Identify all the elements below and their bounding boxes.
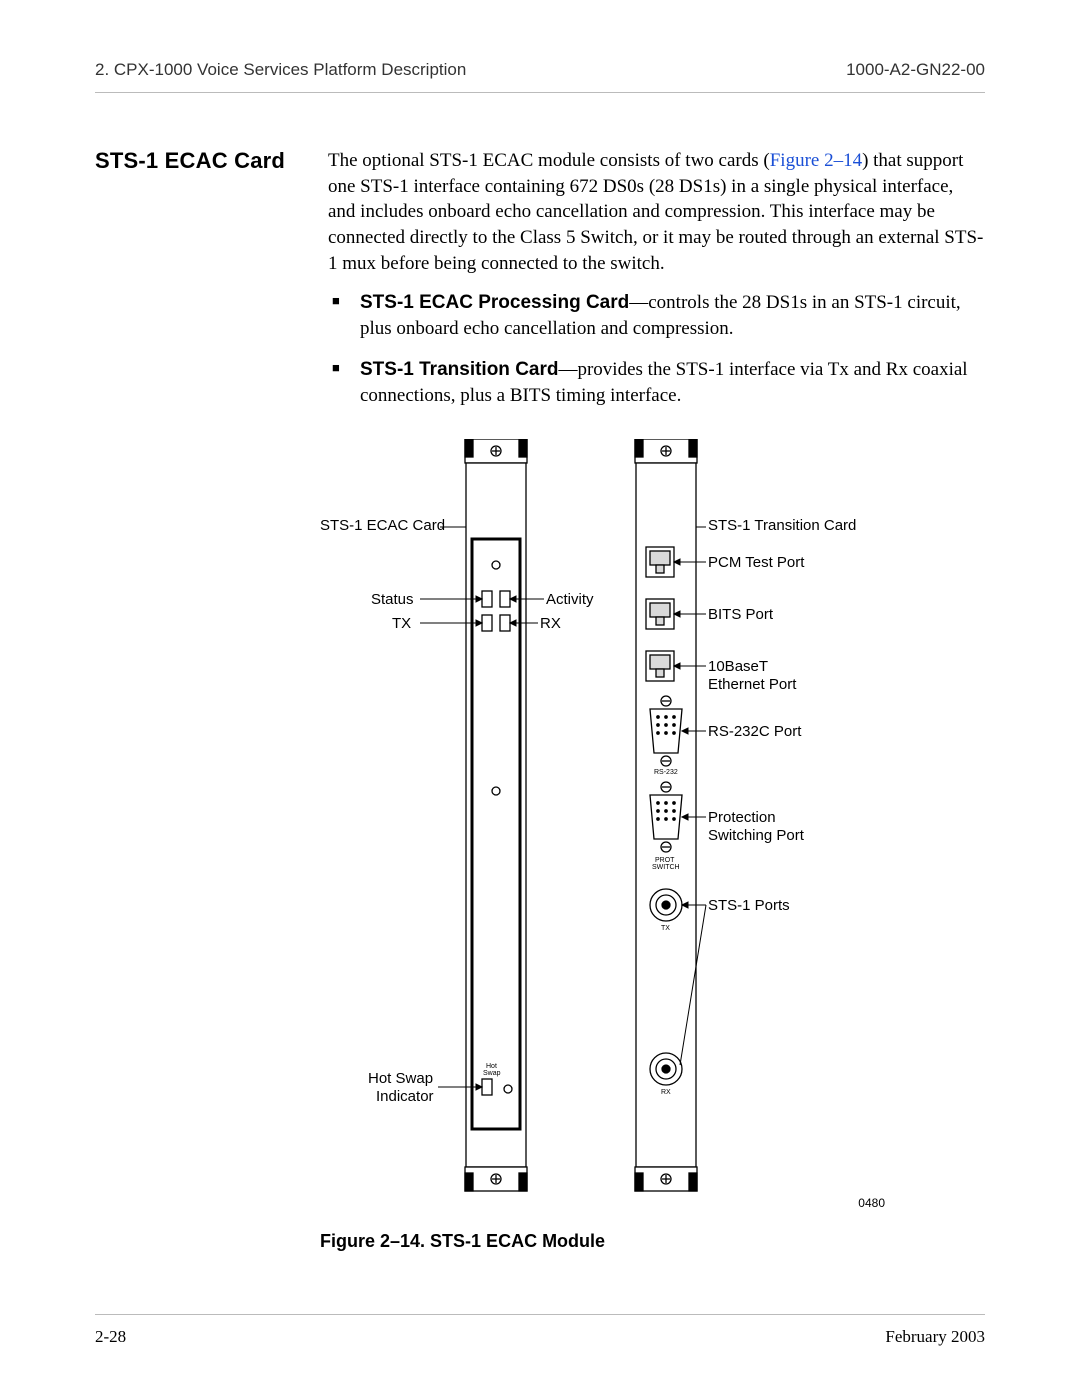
bullet-item: STS-1 Transition Card—provides the STS-1… xyxy=(356,357,985,408)
tiny-prot-1: PROT xyxy=(655,857,674,864)
label-ecac-card: STS-1 ECAC Card xyxy=(320,517,445,535)
para-pre: The optional STS-1 ECAC module consists … xyxy=(328,150,770,171)
label-10base-2: Ethernet Port xyxy=(708,676,796,694)
header-right: 1000-A2-GN22-00 xyxy=(846,60,985,80)
label-hotswap-1: Hot Swap xyxy=(368,1070,433,1088)
tiny-hot-2: Swap xyxy=(483,1070,501,1077)
label-activity: Activity xyxy=(546,591,594,609)
figure-code: 0480 xyxy=(858,1196,885,1210)
intro-paragraph: The optional STS-1 ECAC module consists … xyxy=(328,148,985,276)
right-column: The optional STS-1 ECAC module consists … xyxy=(328,148,985,1252)
bullet-lead: STS-1 ECAC Processing Card xyxy=(360,292,629,313)
figure-link[interactable]: Figure 2–14 xyxy=(770,150,862,171)
label-sts1-ports: STS-1 Ports xyxy=(708,897,790,915)
label-pcm: PCM Test Port xyxy=(708,554,804,572)
footer-left: 2-28 xyxy=(95,1327,126,1347)
tiny-rs232: RS-232 xyxy=(654,769,678,776)
content-body: STS-1 ECAC Card The optional STS-1 ECAC … xyxy=(95,148,985,1252)
bullet-item: STS-1 ECAC Processing Card—controls the … xyxy=(356,290,985,341)
tiny-rx: RX xyxy=(661,1089,671,1096)
figure-2-14: STS-1 ECAC Card Status TX Activity RX Ho… xyxy=(320,439,905,1209)
label-10base-1: 10BaseT xyxy=(708,658,768,676)
left-column: STS-1 ECAC Card xyxy=(95,148,300,1252)
tiny-tx: TX xyxy=(661,925,670,932)
header-left: 2. CPX-1000 Voice Services Platform Desc… xyxy=(95,60,466,80)
label-transition: STS-1 Transition Card xyxy=(708,517,856,535)
label-bits: BITS Port xyxy=(708,606,773,624)
label-rs232: RS-232C Port xyxy=(708,723,801,741)
bullet-list: STS-1 ECAC Processing Card—controls the … xyxy=(328,290,985,409)
label-tx: TX xyxy=(392,615,411,633)
label-prot-2: Switching Port xyxy=(708,827,804,845)
section-title: STS-1 ECAC Card xyxy=(95,148,300,174)
bullet-lead: STS-1 Transition Card xyxy=(360,359,558,380)
label-hotswap-2: Indicator xyxy=(376,1088,434,1106)
label-status: Status xyxy=(371,591,414,609)
tiny-prot-2: SWITCH xyxy=(652,864,680,871)
tiny-hot-1: Hot xyxy=(486,1063,497,1070)
page-footer: 2-28 February 2003 xyxy=(95,1314,985,1347)
label-rx: RX xyxy=(540,615,561,633)
page-header: 2. CPX-1000 Voice Services Platform Desc… xyxy=(95,60,985,93)
footer-right: February 2003 xyxy=(885,1327,985,1347)
label-prot-1: Protection xyxy=(708,809,776,827)
figure-caption: Figure 2–14. STS-1 ECAC Module xyxy=(320,1231,985,1252)
